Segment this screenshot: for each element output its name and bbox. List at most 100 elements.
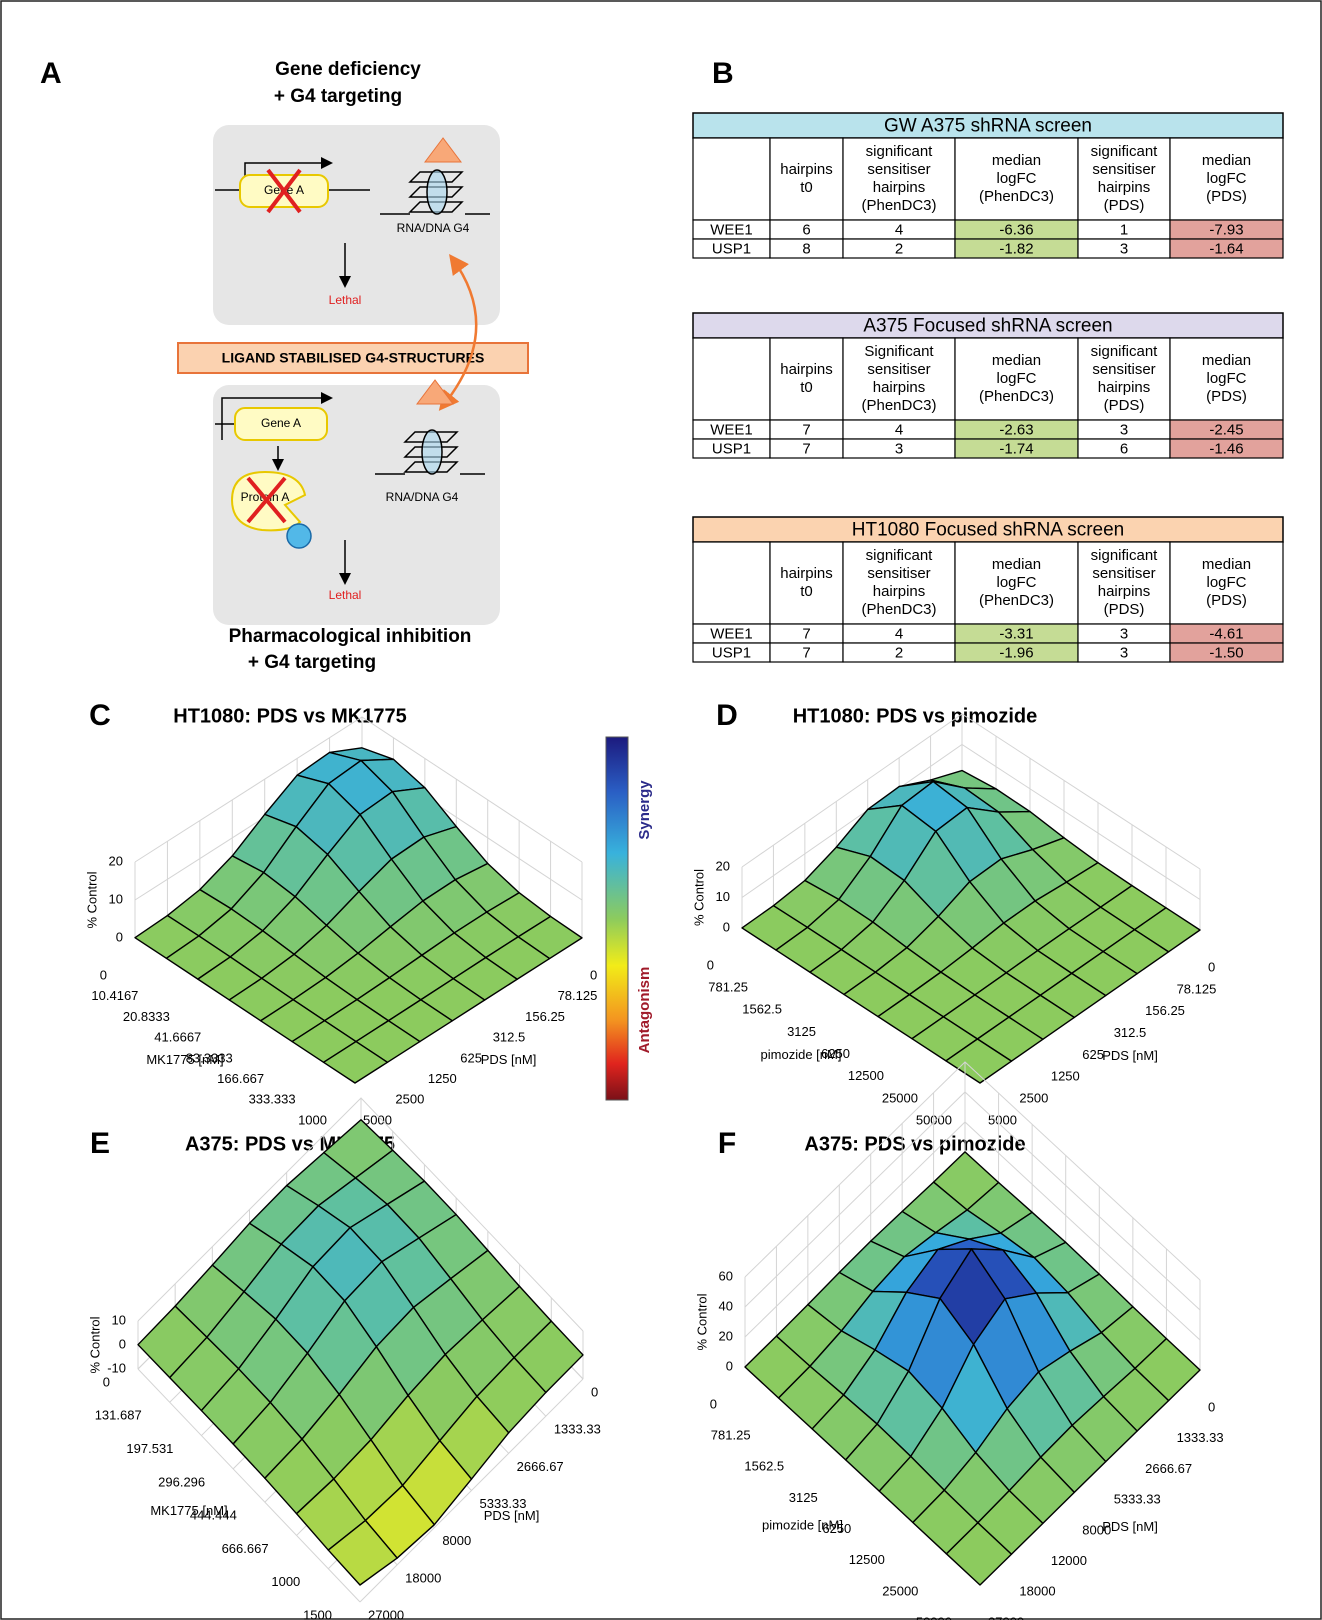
- table-value: 3: [1120, 644, 1128, 661]
- column-header: logFC: [1206, 574, 1246, 591]
- y-tick-label: 5000: [988, 1112, 1017, 1127]
- column-header: hairpins: [780, 161, 833, 178]
- y-tick-label: 1250: [428, 1071, 457, 1086]
- g4-label: RNA/DNA G4: [397, 221, 470, 235]
- table-value: -1.82: [999, 240, 1033, 257]
- table-value: -1.96: [999, 644, 1033, 661]
- x-tick-label: 781.25: [711, 1428, 751, 1443]
- column-header: (PDS): [1104, 601, 1145, 618]
- column-header: significant: [866, 143, 934, 160]
- table-value: 6: [802, 221, 810, 238]
- table-value: 6: [1120, 440, 1128, 457]
- table-value: 4: [895, 421, 903, 438]
- column-header: (PhenDC3): [861, 397, 936, 414]
- column-header: median: [992, 352, 1041, 369]
- table-value: -6.36: [999, 221, 1033, 238]
- table-value: -2.63: [999, 421, 1033, 438]
- z-tick-label: -10: [107, 1360, 126, 1375]
- y-axis-label: PDS [nM]: [1102, 1519, 1158, 1534]
- y-tick-label: 2500: [1019, 1091, 1048, 1106]
- panel-label: C: [89, 699, 111, 732]
- x-tick-label: 50000: [916, 1614, 952, 1620]
- x-tick-label: 20.8333: [123, 1009, 170, 1024]
- y-tick-label: 18000: [405, 1570, 441, 1585]
- z-axis-label: % Control: [87, 1316, 102, 1373]
- y-tick-label: 625: [1082, 1047, 1104, 1062]
- column-header: hairpins: [873, 179, 926, 196]
- column-header: (PDS): [1206, 388, 1247, 405]
- table-value: -3.31: [999, 625, 1033, 642]
- ligand-label: LIGAND STABILISED G4-STRUCTURES: [222, 350, 485, 366]
- x-tick-label: 1500: [303, 1607, 332, 1620]
- y-tick-label: 27000: [988, 1614, 1024, 1620]
- column-header: (PDS): [1206, 592, 1247, 609]
- heading: Pharmacological inhibition: [229, 626, 472, 647]
- table-value: USP1: [712, 240, 751, 257]
- page: {"panel_a": {"label": "A", "top_heading"…: [0, 0, 1322, 1620]
- y-tick-label: 0: [590, 967, 597, 982]
- y-axis-label: PDS [nM]: [1102, 1048, 1158, 1063]
- x-tick-label: 1000: [298, 1112, 327, 1127]
- colorbar-label: Synergy: [636, 780, 653, 840]
- y-tick-label: 2500: [395, 1092, 424, 1107]
- table-title: GW A375 shRNA screen: [884, 116, 1092, 137]
- column-header: logFC: [1206, 370, 1246, 387]
- y-tick-label: 1333.33: [554, 1422, 601, 1437]
- column-header: sensitiser: [1092, 565, 1155, 582]
- y-tick-label: 8000: [442, 1533, 471, 1548]
- x-tick-label: 131.687: [95, 1408, 142, 1423]
- z-tick-label: 0: [116, 929, 123, 944]
- x-tick-label: 25000: [882, 1090, 918, 1105]
- heading: + G4 targeting: [248, 652, 376, 673]
- x-tick-label: 25000: [882, 1583, 918, 1598]
- table-value: -1.74: [999, 440, 1033, 457]
- x-tick-label: 12500: [849, 1552, 885, 1567]
- table-value: 2: [895, 240, 903, 257]
- column-header: hairpins: [780, 565, 833, 582]
- column-header: significant: [1091, 343, 1159, 360]
- column-header: (PDS): [1104, 397, 1145, 414]
- column-header: significant: [1091, 547, 1159, 564]
- table-value: WEE1: [710, 421, 753, 438]
- x-tick-label: 781.25: [708, 980, 748, 995]
- y-tick-label: 78.125: [558, 988, 598, 1003]
- x-tick-label: 0: [103, 1374, 110, 1389]
- table-value: 3: [1120, 240, 1128, 257]
- column-header: hairpins: [780, 361, 833, 378]
- x-axis-label: pimozide [nM]: [762, 1517, 843, 1532]
- x-tick-label: 10.4167: [91, 988, 138, 1003]
- column-header: significant: [866, 547, 934, 564]
- y-tick-label: 2666.67: [1145, 1461, 1192, 1476]
- table-cell: [693, 338, 770, 420]
- x-tick-label: 3125: [789, 1490, 818, 1505]
- z-tick-label: 40: [719, 1298, 733, 1313]
- column-header: median: [992, 152, 1041, 169]
- column-header: hairpins: [873, 379, 926, 396]
- column-header: sensitiser: [867, 161, 930, 178]
- column-header: hairpins: [873, 583, 926, 600]
- table-value: WEE1: [710, 221, 753, 238]
- y-tick-label: 1333.33: [1177, 1430, 1224, 1445]
- z-tick-label: 0: [726, 1358, 733, 1373]
- y-tick-label: 156.25: [1145, 1003, 1185, 1018]
- table-value: 1: [1120, 221, 1128, 238]
- x-tick-label: 0: [100, 967, 107, 982]
- column-header: (PhenDC3): [861, 601, 936, 618]
- x-tick-label: 333.333: [249, 1092, 296, 1107]
- column-header: sensitiser: [1092, 361, 1155, 378]
- table-value: 4: [895, 221, 903, 238]
- column-header: significant: [1091, 143, 1159, 160]
- x-tick-label: 3125: [787, 1024, 816, 1039]
- table-value: 4: [895, 625, 903, 642]
- table-value: 7: [802, 440, 810, 457]
- column-header: t0: [800, 379, 813, 396]
- y-axis-label: PDS [nM]: [484, 1508, 540, 1523]
- y-tick-label: 0: [591, 1384, 598, 1399]
- y-tick-label: 0: [1208, 1399, 1215, 1414]
- z-axis-label: % Control: [694, 1293, 709, 1350]
- x-tick-label: 41.6667: [154, 1030, 201, 1045]
- column-header: logFC: [996, 370, 1036, 387]
- z-tick-label: 10: [716, 889, 730, 904]
- y-tick-label: 625: [460, 1050, 482, 1065]
- y-tick-label: 2666.67: [517, 1459, 564, 1474]
